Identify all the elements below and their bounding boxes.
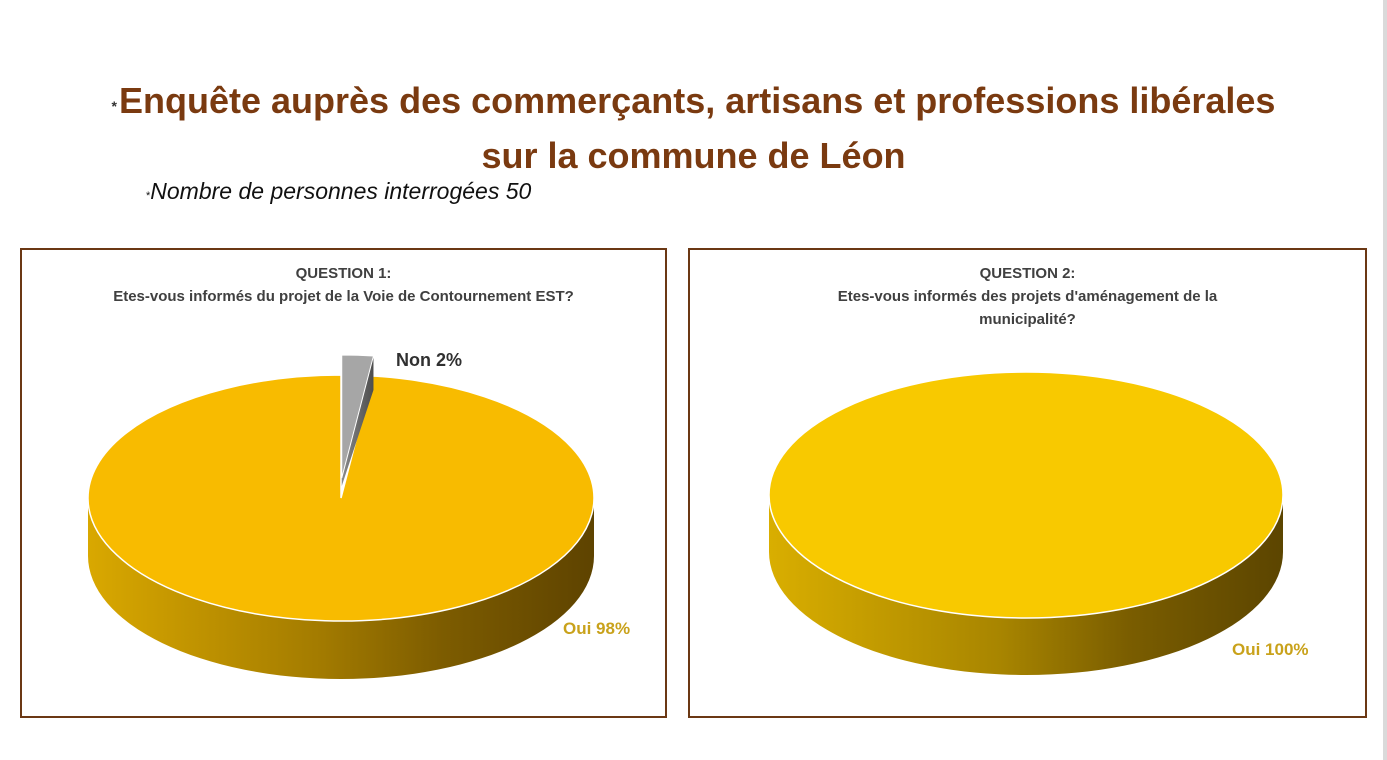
pie-chart-question-1: Non 2% Oui 98% [87,350,630,679]
subtitle-star: * [146,190,151,202]
slide-edge [1383,0,1387,760]
pie-slice-non-side [341,355,374,486]
question-1-heading: QUESTION 1: [295,265,392,282]
title-line-1-text: Enquête auprès des commerçants, artisans… [119,80,1276,121]
question-1-text: Etes-vous informés du projet de la Voie … [113,288,574,305]
question-2-text: Etes-vous informés des projets d'aménage… [837,288,1218,328]
chart-title-question-2: QUESTION 2: Etes-vous informés des proje… [690,262,1365,331]
slide-subtitle: *Nombre de personnes interrogées 50 [146,178,531,205]
subtitle-text: Nombre de personnes interrogées 50 [150,178,532,204]
chart-panel-question-1: Non 2% Oui 98% QUESTION 1: Etes-vous inf… [20,248,667,718]
data-label-oui: Oui 98% [563,619,630,638]
slide-title: *Enquête auprès des commerçants, artisan… [0,76,1387,181]
data-label-oui-q2: Oui 100% [1232,640,1309,659]
title-line-1: *Enquête auprès des commerçants, artisan… [0,76,1387,131]
pie-side-oui [88,498,594,679]
pie-slice-oui-q2 [768,371,1284,619]
data-label-non: Non 2% [396,350,462,370]
pie-slice-oui [87,374,595,622]
question-2-heading: QUESTION 2: [979,265,1076,282]
chart-title-question-1: QUESTION 1: Etes-vous informés du projet… [22,262,665,308]
title-line-2: sur la commune de Léon [481,135,906,176]
pie-side-oui-q2 [769,495,1283,675]
title-star: * [111,98,117,114]
chart-panel-question-2: Oui 100% QUESTION 2: Etes-vous informés … [688,248,1367,718]
pie-chart-question-2: Oui 100% [768,371,1309,675]
pie-slice-non [341,354,375,479]
